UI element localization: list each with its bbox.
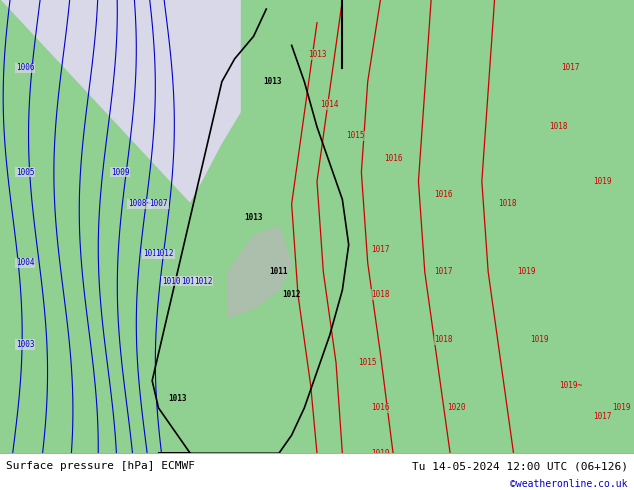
Text: 1009: 1009: [111, 168, 130, 177]
Text: 1011: 1011: [269, 268, 288, 276]
Text: 1017: 1017: [434, 268, 453, 276]
Text: 1018: 1018: [498, 199, 517, 208]
Text: 1006: 1006: [16, 64, 35, 73]
Text: 1013: 1013: [263, 77, 282, 86]
Text: 1011: 1011: [181, 276, 200, 286]
Text: 1004: 1004: [16, 258, 35, 268]
Text: 1019: 1019: [612, 403, 631, 413]
Text: 1017: 1017: [593, 413, 612, 421]
Text: 1019: 1019: [593, 177, 612, 186]
Text: Tu 14-05-2024 12:00 UTC (06+126): Tu 14-05-2024 12:00 UTC (06+126): [411, 461, 628, 471]
Text: 1016: 1016: [371, 403, 390, 413]
Text: 1016: 1016: [434, 191, 453, 199]
Text: 1008~: 1008~: [128, 199, 151, 208]
Polygon shape: [0, 0, 634, 453]
Polygon shape: [228, 226, 292, 318]
Text: 1019: 1019: [371, 449, 390, 458]
Text: 1019~: 1019~: [559, 381, 582, 390]
Text: 1012: 1012: [282, 290, 301, 299]
Text: 1012: 1012: [155, 249, 174, 258]
Text: 1003: 1003: [16, 340, 35, 349]
Text: 1018: 1018: [371, 290, 390, 299]
Text: 1019: 1019: [517, 268, 536, 276]
Text: 1012: 1012: [193, 276, 212, 286]
Bar: [241, 0, 634, 453]
Text: ©weatheronline.co.uk: ©weatheronline.co.uk: [510, 480, 628, 490]
Text: 1007: 1007: [149, 199, 168, 208]
Text: 1013: 1013: [307, 50, 327, 59]
Text: 1011: 1011: [143, 249, 162, 258]
Text: 1018: 1018: [548, 122, 567, 131]
Text: 1018: 1018: [434, 336, 453, 344]
Text: 1020: 1020: [447, 403, 466, 413]
Text: 1005: 1005: [16, 168, 35, 177]
Text: 1015: 1015: [346, 131, 365, 141]
Text: 1017: 1017: [561, 64, 580, 73]
Text: 1015: 1015: [358, 358, 377, 367]
Text: 1013: 1013: [244, 213, 263, 222]
Text: 1016: 1016: [384, 154, 403, 163]
Text: 1010: 1010: [162, 276, 181, 286]
Text: 1019: 1019: [529, 336, 548, 344]
Text: 1017: 1017: [371, 245, 390, 254]
Text: Surface pressure [hPa] ECMWF: Surface pressure [hPa] ECMWF: [6, 461, 195, 471]
Text: 1013: 1013: [168, 394, 187, 403]
Text: 1014: 1014: [320, 100, 339, 109]
